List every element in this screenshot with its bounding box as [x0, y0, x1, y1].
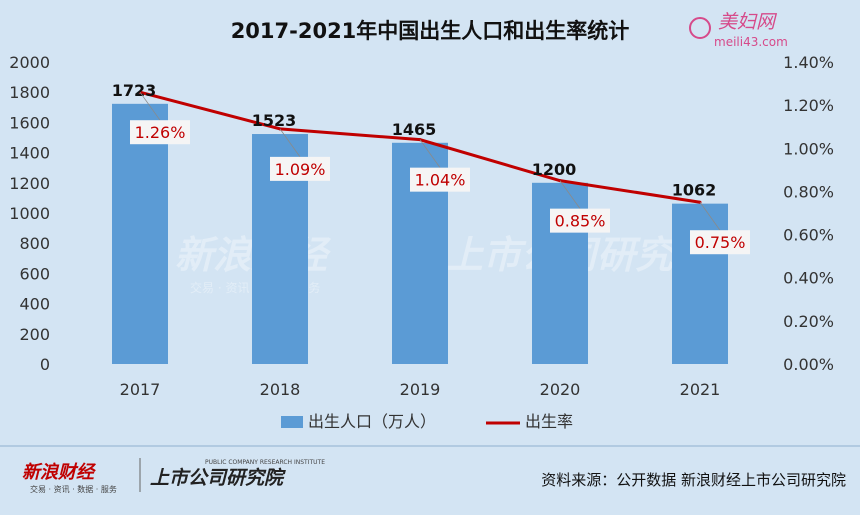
- logo-top-text: 美妇网: [718, 11, 778, 33]
- left-tick-label: 200: [19, 325, 50, 344]
- leader-line: [559, 180, 581, 209]
- legend-label-bar: 出生人口（万人）: [308, 412, 436, 431]
- institute-logo: 上市公司研究院: [150, 467, 286, 489]
- legend: 出生人口（万人） 出生率: [281, 412, 573, 431]
- left-tick-label: 800: [19, 234, 50, 253]
- right-tick-label: 1.00%: [783, 139, 834, 158]
- x-tick-label: 2020: [540, 380, 581, 399]
- right-axis: 0.00% 0.20% 0.40% 0.60% 0.80% 1.00% 1.20% 1.40%: [783, 53, 834, 374]
- sina-logo: 新浪财经: [22, 462, 97, 483]
- x-tick-label: 2021: [680, 380, 721, 399]
- rate-label-box: [410, 167, 470, 192]
- right-tick-label: 1.40%: [783, 53, 834, 72]
- institute-logo-en: PUBLIC COMPANY RESEARCH INSTITUTE: [205, 459, 325, 466]
- leader-line: [279, 128, 301, 158]
- x-axis: 2017 2018 2019 2020 2021: [120, 380, 721, 399]
- bar-value-label: 1062: [672, 181, 717, 200]
- x-tick-label: 2017: [120, 380, 161, 399]
- right-tick-label: 1.20%: [783, 96, 834, 115]
- left-tick-label: 2000: [9, 53, 50, 72]
- rate-label-box: [270, 156, 330, 181]
- rate-label-box: [690, 230, 750, 255]
- rate-value-label: 0.75%: [695, 233, 746, 252]
- chart-title: 2017-2021年中国出生人口和出生率统计: [231, 19, 630, 43]
- left-tick-label: 0: [40, 355, 50, 374]
- source-note: 资料来源：公开数据 新浪财经上市公司研究院: [541, 471, 846, 489]
- left-tick-label: 600: [19, 264, 50, 283]
- left-tick-label: 1400: [9, 144, 50, 163]
- right-tick-label: 0.00%: [783, 355, 834, 374]
- bar-value-label: 1523: [252, 111, 297, 130]
- left-tick-label: 1000: [9, 204, 50, 223]
- right-tick-label: 0.80%: [783, 182, 834, 201]
- x-tick-label: 2018: [260, 380, 301, 399]
- rate-value-label: 0.85%: [555, 212, 606, 231]
- rate-label-box: [130, 120, 190, 145]
- left-tick-label: 1800: [9, 83, 50, 102]
- rate-label-box: [550, 208, 610, 233]
- leader-line: [419, 139, 441, 168]
- footer-brand: 新浪财经 交易 · 资讯 · 数据 · 服务 上市公司研究院 PUBLIC CO…: [22, 458, 325, 494]
- rate-value-label: 1.26%: [135, 123, 186, 142]
- logo-bottom-text: meili43.com: [714, 35, 788, 49]
- data-labels: 1723 1523 1465 1200 1062 1.26% 1.09% 1.04% 0.85%…: [112, 81, 750, 255]
- flower-icon: [689, 17, 711, 39]
- bar-value-label: 1465: [392, 120, 437, 139]
- left-axis: 0 200 400 600 800 1000 1200 1400 1600 1800 2000: [9, 53, 50, 374]
- rate-value-label: 1.09%: [275, 160, 326, 179]
- left-tick-label: 1200: [9, 174, 50, 193]
- x-tick-label: 2019: [400, 380, 441, 399]
- bar-2017: [112, 103, 168, 365]
- bar-value-label: 1723: [112, 81, 157, 100]
- leader-line: [699, 201, 721, 231]
- sina-logo-sub: 交易 · 资讯 · 数据 · 服务: [30, 484, 117, 494]
- right-tick-label: 0.60%: [783, 226, 834, 245]
- top-right-logo: 美妇网 meili43.com: [689, 11, 788, 49]
- bar-2021: [672, 203, 728, 364]
- bar-value-label: 1200: [532, 160, 577, 179]
- left-tick-label: 1600: [9, 113, 50, 132]
- left-tick-label: 400: [19, 295, 50, 314]
- right-tick-label: 0.20%: [783, 312, 834, 331]
- legend-swatch-bar: [281, 416, 303, 428]
- right-tick-label: 0.40%: [783, 269, 834, 288]
- leader-line: [139, 91, 161, 121]
- legend-label-line: 出生率: [525, 412, 573, 431]
- rate-value-label: 1.04%: [415, 171, 466, 190]
